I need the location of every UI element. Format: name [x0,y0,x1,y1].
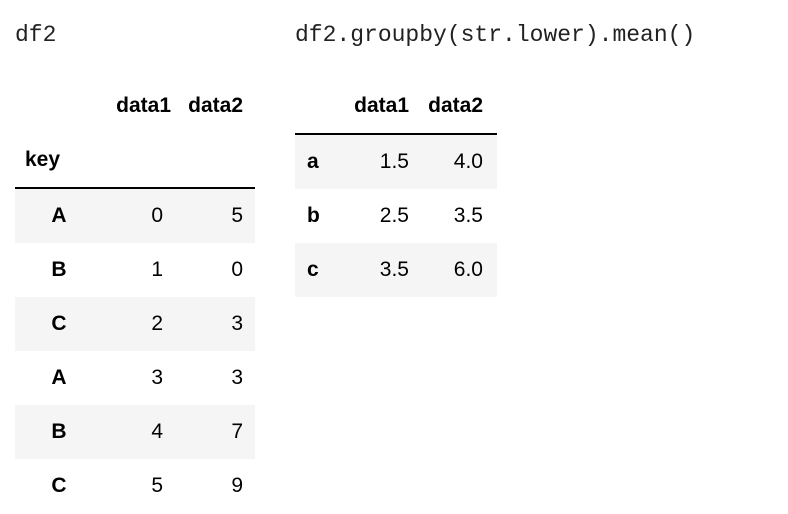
left-code-label: df2 [15,22,57,48]
cell-data2: 4.0 [453,150,483,173]
cell-data1: 0 [151,204,163,227]
column-header-row: data1 data2 [15,79,255,133]
empty-header-cell [183,133,255,189]
cell-data1: 1.5 [379,150,409,173]
row-index: A [51,204,67,227]
index-name: key [15,133,103,189]
table-row: A 3 3 [15,351,255,405]
row-index: C [51,312,67,335]
column-header-data1: data1 [116,94,171,117]
cell-data2: 3 [231,312,243,335]
cell-data1: 5 [151,474,163,497]
column-header-data2: data2 [409,79,497,135]
cell-data2: 0 [231,258,243,281]
index-corner [15,79,103,133]
empty-header-cell [103,133,183,189]
cell-data2: 9 [231,474,243,497]
table-row: B 4 7 [15,405,255,459]
index-name-row: key [15,133,255,189]
table-row: A 0 5 [15,188,255,243]
cell-data2: 7 [231,420,243,443]
row-index: B [51,258,67,281]
column-header-row: data1 data2 [295,79,497,135]
df2-table: data1 data2 key A 0 5 B 1 0 C 2 3 A 3 3 [15,79,255,513]
row-index: c [307,258,319,281]
cell-data2: 3 [231,366,243,389]
cell-data2: 5 [231,204,243,227]
table-row: b 2.5 3.5 [295,189,497,243]
cell-data1: 3.5 [379,258,409,281]
cell-data1: 4 [151,420,163,443]
table-row: C 5 9 [15,459,255,513]
table-row: C 2 3 [15,297,255,351]
table-row: B 1 0 [15,243,255,297]
table-row: a 1.5 4.0 [295,134,497,189]
table-row: c 3.5 6.0 [295,243,497,297]
column-header-data2: data2 [188,94,243,117]
cell-data2: 3.5 [453,204,483,227]
column-header-data1: data1 [333,79,409,135]
cell-data1: 1 [151,258,163,281]
cell-data1: 2.5 [379,204,409,227]
row-index: A [51,366,67,389]
groupby-mean-table: data1 data2 a 1.5 4.0 b 2.5 3.5 c 3.5 6.… [295,79,497,297]
row-index: C [51,474,67,497]
cell-data1: 2 [151,312,163,335]
right-code-label: df2.groupby(str.lower).mean() [295,22,696,48]
index-corner [295,79,333,135]
row-index: b [307,204,320,227]
row-index: a [307,150,319,173]
row-index: B [51,420,67,443]
cell-data2: 6.0 [453,258,483,281]
cell-data1: 3 [151,366,163,389]
